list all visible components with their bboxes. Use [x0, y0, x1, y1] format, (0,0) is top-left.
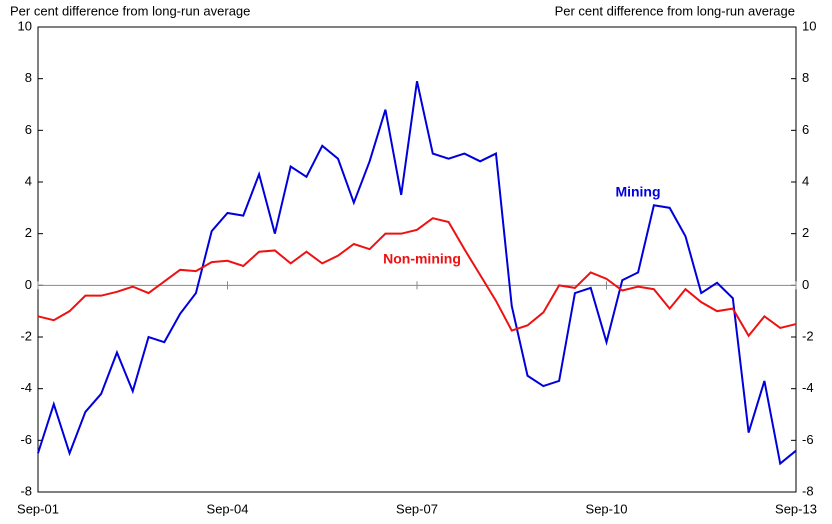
y2-axis-label: Per cent difference from long-run averag…	[555, 3, 795, 18]
series-label: Non-mining	[383, 251, 461, 267]
y-tick-label: 8	[25, 70, 32, 85]
x-tick-label: Sep-04	[207, 501, 249, 516]
x-tick-label: Sep-01	[17, 501, 59, 516]
y-tick-label: -6	[20, 432, 32, 447]
y2-tick-label: -2	[802, 328, 814, 343]
series-line	[37, 217, 797, 338]
y2-tick-label: 6	[802, 122, 809, 137]
y-tick-label: 2	[25, 225, 32, 240]
y-tick-label: 10	[18, 18, 32, 33]
y2-tick-label: 0	[802, 277, 809, 292]
y2-tick-label: 10	[802, 18, 816, 33]
plot-frame	[37, 26, 797, 493]
y2-tick-label: -6	[802, 432, 814, 447]
y2-tick-label: 4	[802, 173, 809, 188]
y2-tick-label: 2	[802, 225, 809, 240]
y2-tick-label: -8	[802, 483, 814, 498]
y2-tick-label: -4	[802, 380, 814, 395]
series-line	[37, 81, 797, 466]
y-tick-label: 4	[25, 173, 32, 188]
y-tick-label: -2	[20, 328, 32, 343]
y-tick-label: -4	[20, 380, 32, 395]
series-label: Mining	[615, 184, 660, 200]
y2-tick-label: 8	[802, 70, 809, 85]
y-tick-label: 6	[25, 122, 32, 137]
x-tick-label: Sep-13	[775, 501, 817, 516]
y-axis-label: Per cent difference from long-run averag…	[10, 3, 250, 18]
x-tick-label: Sep-10	[586, 501, 628, 516]
x-tick-label: Sep-07	[396, 501, 438, 516]
y-tick-label: -8	[20, 483, 32, 498]
y-tick-label: 0	[25, 277, 32, 292]
